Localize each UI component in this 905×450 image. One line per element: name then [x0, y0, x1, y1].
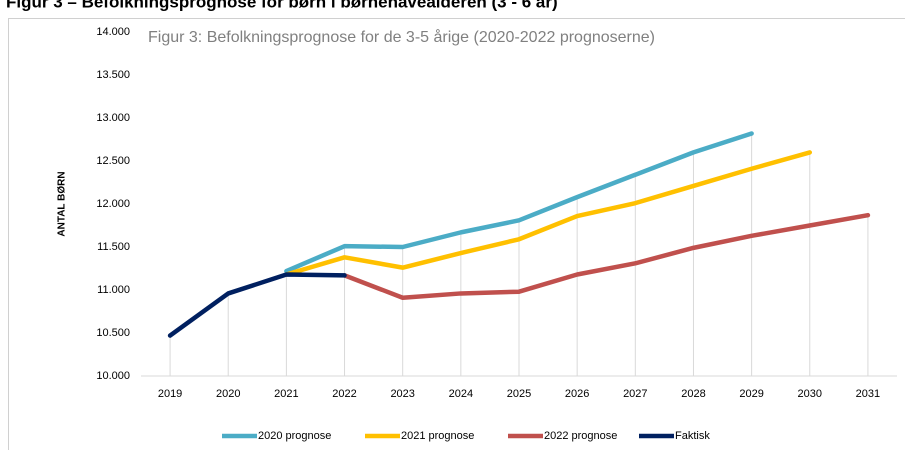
x-tick-label: 2030: [798, 388, 822, 400]
x-tick-label: 2024: [449, 388, 473, 400]
x-tick-label: 2028: [681, 388, 705, 400]
series-line: [167, 272, 347, 338]
y-tick-label: 14.000: [96, 26, 130, 38]
y-axis-label: ANTAL BØRN: [57, 171, 68, 236]
x-tick-label: 2020: [216, 388, 240, 400]
chart-border: [8, 18, 905, 450]
legend-label: Faktisk: [675, 430, 710, 442]
series-line: [284, 131, 754, 274]
x-tick-label: 2023: [390, 388, 414, 400]
legend-label: 2021 prognose: [401, 430, 474, 442]
x-tick-label: 2027: [623, 388, 647, 400]
legend-label: 2020 prognose: [258, 430, 331, 442]
y-tick-label: 13.000: [96, 112, 130, 124]
chart-title: Figur 3: Befolkningsprognose for de 3-5 …: [148, 28, 655, 46]
x-tick-label: 2031: [856, 388, 880, 400]
x-tick-label: 2025: [507, 388, 531, 400]
y-tick-label: 12.000: [96, 198, 130, 210]
y-tick-label: 10.000: [96, 370, 130, 382]
x-tick-label: 2021: [274, 388, 298, 400]
y-tick-label: 13.500: [96, 69, 130, 81]
x-tick-label: 2019: [158, 388, 182, 400]
y-tick-label: 10.500: [96, 327, 130, 339]
y-tick-label: 12.500: [96, 155, 130, 167]
x-tick-label: 2029: [739, 388, 763, 400]
series-line: [284, 150, 813, 277]
y-tick-label: 11.000: [97, 284, 130, 296]
series-line: [342, 212, 871, 300]
legend-label: 2022 prognose: [544, 430, 617, 442]
x-tick-label: 2026: [565, 388, 589, 400]
x-tick-label: 2022: [332, 388, 356, 400]
page-heading: Figur 3 – Befolkningsprognose for børn i…: [6, 0, 558, 11]
y-tick-label: 11.500: [97, 241, 130, 253]
